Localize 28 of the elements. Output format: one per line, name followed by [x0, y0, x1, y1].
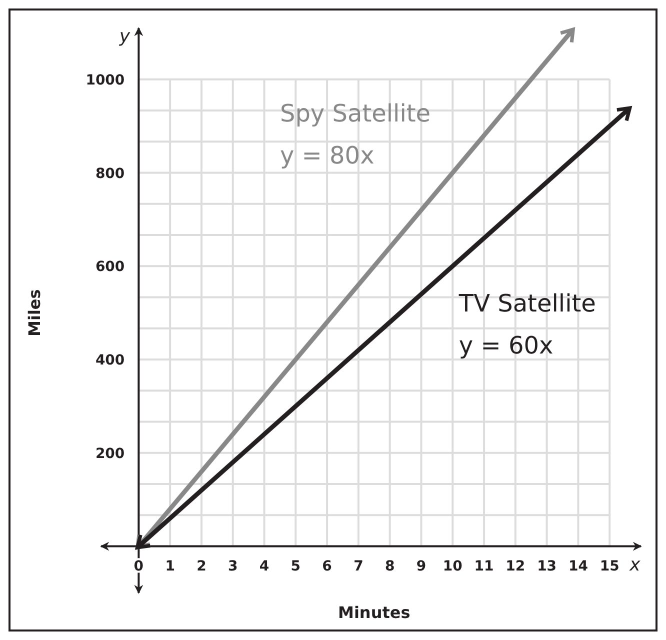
- x-tick-label: 7: [354, 558, 364, 574]
- x-tick-label: 8: [384, 558, 395, 574]
- y-tick-label: 400: [95, 352, 125, 369]
- series-label: Spy Satellite: [280, 99, 431, 128]
- annotation: x: [628, 554, 641, 576]
- x-tick-label: 3: [228, 558, 238, 574]
- y-axis-title: Miles: [25, 289, 44, 336]
- series-label: TV Satellite: [458, 289, 596, 318]
- x-tick-label: 9: [416, 558, 426, 574]
- x-tick-label: 10: [442, 558, 463, 574]
- y-tick-label: 600: [95, 259, 125, 276]
- x-tick-label: 11: [474, 558, 494, 574]
- x-tick-label: 2: [196, 558, 206, 574]
- y-tick-label: 800: [95, 166, 125, 182]
- x-tick-label: 4: [259, 558, 270, 574]
- annotation: y = 80x: [280, 141, 374, 170]
- x-tick-label: 12: [506, 558, 526, 574]
- x-tick-label: 1: [165, 558, 175, 574]
- x-tick-label: 6: [322, 558, 332, 574]
- x-axis-title: Minutes: [338, 603, 410, 622]
- y-tick-label: 200: [95, 446, 125, 462]
- annotation: y = 60x: [458, 331, 554, 360]
- x-tick-label: 14: [568, 558, 588, 574]
- y-tick-label: 1000: [86, 72, 125, 88]
- x-tick-label: 13: [537, 558, 557, 574]
- annotation: y: [118, 26, 130, 47]
- x-tick-label: 5: [290, 558, 301, 574]
- x-tick-label: 15: [600, 558, 620, 574]
